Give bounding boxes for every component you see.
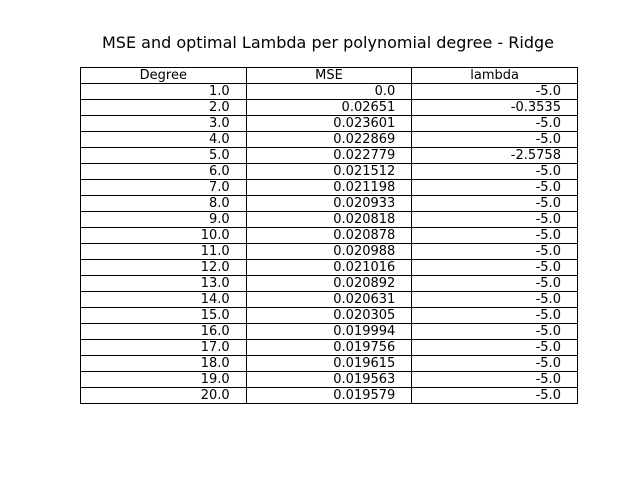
lambda-cell: -5.0	[411, 211, 578, 228]
table-row: 2.0 0.02651 -0.3535	[80, 99, 578, 116]
lambda-cell: -5.0	[411, 323, 578, 340]
lambda-cell: -5.0	[411, 307, 578, 324]
degree-cell: 16.0	[80, 323, 247, 340]
table-row: 1.0 0.0 -5.0	[80, 83, 578, 100]
lambda-cell: -5.0	[411, 387, 578, 404]
lambda-cell: -0.3535	[411, 99, 578, 116]
table-row: 5.0 0.022779 -2.5758	[80, 147, 578, 164]
chart-title: MSE and optimal Lambda per polynomial de…	[102, 33, 554, 52]
degree-cell: 3.0	[80, 115, 247, 132]
degree-cell: 2.0	[80, 99, 247, 116]
table-row: 15.0 0.020305 -5.0	[80, 307, 578, 324]
mse-cell: 0.021198	[245, 179, 413, 196]
table-body: 1.0 0.0 -5.0 2.0 0.02651 -0.3535 3.0 0.023601 -5…	[80, 83, 578, 404]
degree-cell: 12.0	[80, 259, 247, 276]
lambda-cell: -5.0	[411, 163, 578, 180]
lambda-cell: -5.0	[411, 195, 578, 212]
degree-cell: 6.0	[80, 163, 247, 180]
table-row: 12.0 0.021016 -5.0	[80, 259, 578, 276]
lambda-cell: -5.0	[411, 83, 578, 100]
mse-cell: 0.020305	[245, 307, 413, 324]
lambda-cell: -5.0	[411, 259, 578, 276]
mse-cell: 0.020818	[245, 211, 413, 228]
table-row: 8.0 0.020933 -5.0	[80, 195, 578, 212]
degree-cell: 14.0	[80, 291, 247, 308]
degree-cell: 1.0	[80, 83, 247, 100]
degree-cell: 19.0	[80, 371, 247, 388]
mse-cell: 0.020892	[245, 275, 413, 292]
lambda-cell: -5.0	[411, 179, 578, 196]
header-row: Degree MSE lambda	[80, 67, 578, 84]
mse-cell: 0.019756	[245, 339, 413, 356]
lambda-cell: -5.0	[411, 339, 578, 356]
degree-cell: 20.0	[80, 387, 247, 404]
degree-cell: 4.0	[80, 131, 247, 148]
mse-cell: 0.019563	[245, 371, 413, 388]
table-row: 6.0 0.021512 -5.0	[80, 163, 578, 180]
table-row: 4.0 0.022869 -5.0	[80, 131, 578, 148]
table-row: 14.0 0.020631 -5.0	[80, 291, 578, 308]
mse-cell: 0.021512	[245, 163, 413, 180]
lambda-cell: -5.0	[411, 291, 578, 308]
degree-cell: 17.0	[80, 339, 247, 356]
table-row: 10.0 0.020878 -5.0	[80, 227, 578, 244]
degree-cell: 8.0	[80, 195, 247, 212]
lambda-cell: -5.0	[411, 131, 578, 148]
mse-cell: 0.019615	[245, 355, 413, 372]
table-row: 19.0 0.019563 -5.0	[80, 371, 578, 388]
lambda-cell: -5.0	[411, 355, 578, 372]
degree-cell: 15.0	[80, 307, 247, 324]
table-row: 18.0 0.019615 -5.0	[80, 355, 578, 372]
degree-cell: 7.0	[80, 179, 247, 196]
table-row: 16.0 0.019994 -5.0	[80, 323, 578, 340]
degree-cell: 9.0	[80, 211, 247, 228]
degree-cell: 13.0	[80, 275, 247, 292]
table-row: 3.0 0.023601 -5.0	[80, 115, 578, 132]
mse-cell: 0.020988	[245, 243, 413, 260]
column-header-degree: Degree	[80, 67, 247, 84]
table-row: 20.0 0.019579 -5.0	[80, 387, 578, 404]
mse-cell: 0.019994	[245, 323, 413, 340]
table-row: 9.0 0.020818 -5.0	[80, 211, 578, 228]
degree-cell: 10.0	[80, 227, 247, 244]
mse-cell: 0.02651	[245, 99, 413, 116]
column-header-mse: MSE	[245, 67, 413, 84]
mse-cell: 0.023601	[245, 115, 413, 132]
degree-cell: 5.0	[80, 147, 247, 164]
mse-cell: 0.020933	[245, 195, 413, 212]
table-row: 7.0 0.021198 -5.0	[80, 179, 578, 196]
table-row: 17.0 0.019756 -5.0	[80, 339, 578, 356]
data-table: Degree MSE lambda 1.0 0.0 -5.0 2.0 0.02651 -0…	[80, 67, 578, 404]
degree-cell: 11.0	[80, 243, 247, 260]
mse-cell: 0.0	[245, 83, 413, 100]
lambda-cell: -5.0	[411, 243, 578, 260]
mse-cell: 0.022869	[245, 131, 413, 148]
mse-cell: 0.022779	[245, 147, 413, 164]
mse-cell: 0.019579	[245, 387, 413, 404]
degree-cell: 18.0	[80, 355, 247, 372]
mse-cell: 0.020878	[245, 227, 413, 244]
lambda-cell: -2.5758	[411, 147, 578, 164]
mse-cell: 0.020631	[245, 291, 413, 308]
lambda-cell: -5.0	[411, 371, 578, 388]
lambda-cell: -5.0	[411, 275, 578, 292]
lambda-cell: -5.0	[411, 115, 578, 132]
table-row: 13.0 0.020892 -5.0	[80, 275, 578, 292]
lambda-cell: -5.0	[411, 227, 578, 244]
table-row: 11.0 0.020988 -5.0	[80, 243, 578, 260]
mse-cell: 0.021016	[245, 259, 413, 276]
column-header-lambda: lambda	[411, 67, 578, 84]
